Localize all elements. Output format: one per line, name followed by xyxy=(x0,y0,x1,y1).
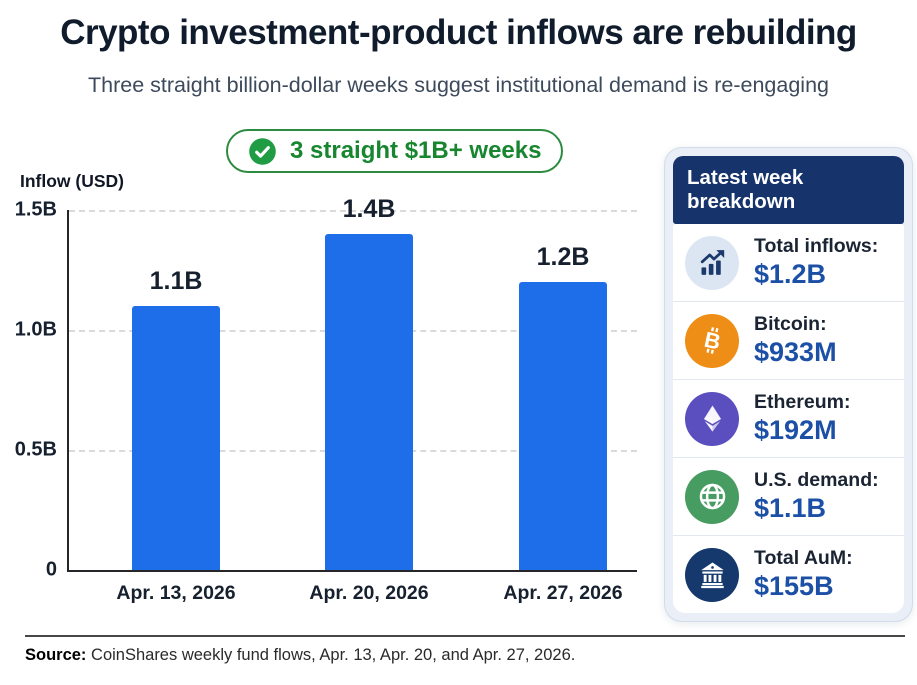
y-axis-tick: 0 xyxy=(45,558,57,581)
breakdown-item: B Bitcoin: $933M xyxy=(673,301,904,379)
breakdown-item-value: $192M xyxy=(754,414,837,445)
breakdown-panel: Latest week breakdown Total inflows: $1.… xyxy=(664,147,913,622)
x-axis-label: Apr. 20, 2026 xyxy=(309,582,429,604)
page-subtitle: Three straight billion-dollar weeks sugg… xyxy=(88,73,829,97)
bar-group: 1.1B Apr. 13, 2026 xyxy=(116,210,235,604)
bar-value-label: 1.2B xyxy=(536,243,590,271)
breakdown-item-label: Total AuM: xyxy=(754,547,853,570)
bar-value-label: 1.4B xyxy=(342,195,396,223)
breakdown-item-label: Ethereum: xyxy=(754,391,851,414)
bar xyxy=(132,306,220,570)
y-axis-tick: 0.5B xyxy=(14,438,57,461)
panel-header: Latest week breakdown xyxy=(673,156,904,224)
bank-icon xyxy=(685,547,739,602)
bar-group: 1.4B Apr. 20, 2026 xyxy=(309,195,428,604)
panel-body: Total inflows: $1.2B B Bitcoin: $933M Et… xyxy=(673,224,904,613)
check-circle-icon xyxy=(248,137,277,166)
breakdown-item-label: U.S. demand: xyxy=(754,469,879,492)
bar xyxy=(519,282,607,570)
streak-badge-label: 3 straight $1B+ weeks xyxy=(290,137,542,164)
breakdown-item-label: Total inflows: xyxy=(754,235,879,258)
breakdown-item: U.S. demand: $1.1B xyxy=(673,457,904,535)
plot-area: 1.5B 1.0B 0.5B 0 1.1B Apr. 13, 2026 1.4B Ap… xyxy=(15,195,637,604)
globe-icon xyxy=(685,469,739,524)
breakdown-item-label: Bitcoin: xyxy=(754,313,827,336)
bitcoin-icon: B xyxy=(685,313,739,368)
y-axis-tick: 1.0B xyxy=(14,318,57,341)
breakdown-item-value: $1.2B xyxy=(754,258,827,289)
x-axis-label: Apr. 27, 2026 xyxy=(503,582,623,604)
bar xyxy=(325,234,413,570)
streak-badge: 3 straight $1B+ weeks xyxy=(226,129,564,173)
footer-divider xyxy=(25,635,905,637)
source-label: Source: xyxy=(25,646,87,664)
bar-group: 1.2B Apr. 27, 2026 xyxy=(503,210,622,604)
x-axis-label: Apr. 13, 2026 xyxy=(116,582,236,604)
y-axis-title: Inflow (USD) xyxy=(20,171,125,191)
y-axis-tick: 1.5B xyxy=(14,198,57,221)
page-title: Crypto investment-product inflows are re… xyxy=(60,13,857,52)
bar-value-label: 1.1B xyxy=(149,267,203,295)
ethereum-icon xyxy=(685,391,739,446)
source-text: CoinShares weekly fund flows, Apr. 13, A… xyxy=(86,646,576,664)
breakdown-item-value: $1.1B xyxy=(754,492,827,523)
breakdown-item: Total AuM: $155B xyxy=(673,535,904,613)
source-note: Source: CoinShares weekly fund flows, Ap… xyxy=(25,646,575,665)
breakdown-item: Total inflows: $1.2B xyxy=(673,224,904,301)
gridline xyxy=(69,210,637,212)
svg-text:B: B xyxy=(702,327,723,355)
breakdown-item: Ethereum: $192M xyxy=(673,379,904,457)
chart-up-icon xyxy=(685,235,739,290)
breakdown-item-value: $933M xyxy=(754,336,837,367)
breakdown-item-value: $155B xyxy=(754,570,834,601)
